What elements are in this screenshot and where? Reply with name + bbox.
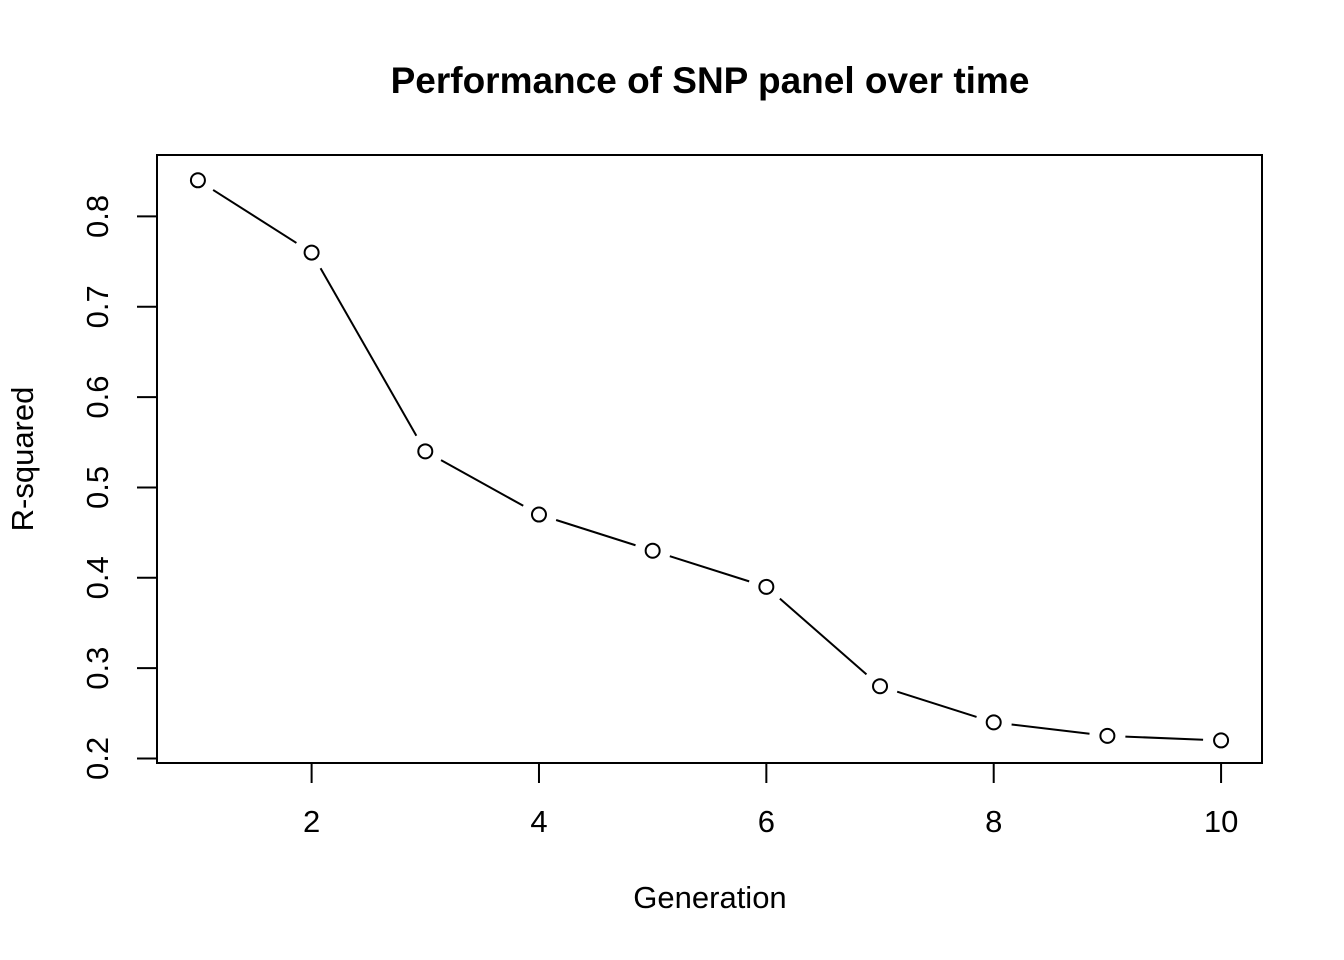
series-segment [212,189,297,244]
series-segment [1011,723,1090,735]
data-point-marker [985,714,1002,731]
plot-area: 2 4 6 8 10 0.2 0.3 0.4 0.5 0.6 0.7 0.8 [80,154,1263,839]
y-tick-label: 0.7 [80,285,115,328]
data-point-marker [1099,727,1116,744]
x-tick-label: 2 [303,804,320,839]
series-segment [896,690,977,718]
y-tick-label: 0.4 [80,556,115,599]
series-segment [779,597,868,676]
series-segment [669,555,750,583]
series-segment [1125,735,1204,741]
x-tick-label: 6 [758,804,775,839]
plot-box [156,154,1263,764]
y-tick-label: 0.2 [80,737,115,780]
y-tick-label: 0.5 [80,466,115,509]
x-tick-label: 8 [985,804,1002,839]
x-tick-label: 4 [530,804,547,839]
series-segment [555,519,636,547]
data-point-marker [189,172,206,189]
y-tick-label: 0.8 [80,195,115,238]
x-axis-label: Generation [633,880,786,915]
data-point-marker [644,542,661,559]
data-point-marker [417,443,434,460]
data-point-marker [530,506,547,523]
data-point-marker [758,578,775,595]
series-segment [319,267,418,437]
y-axis-label: R-squared [5,387,40,532]
x-tick-label: 10 [1204,804,1238,839]
data-point-marker [1213,732,1230,749]
data-point-marker [872,678,889,695]
chart-title: Performance of SNP panel over time [391,60,1030,101]
y-tick-label: 0.3 [80,647,115,690]
data-point-marker [303,244,320,261]
series-segment [440,459,524,507]
y-tick-label: 0.6 [80,376,115,419]
